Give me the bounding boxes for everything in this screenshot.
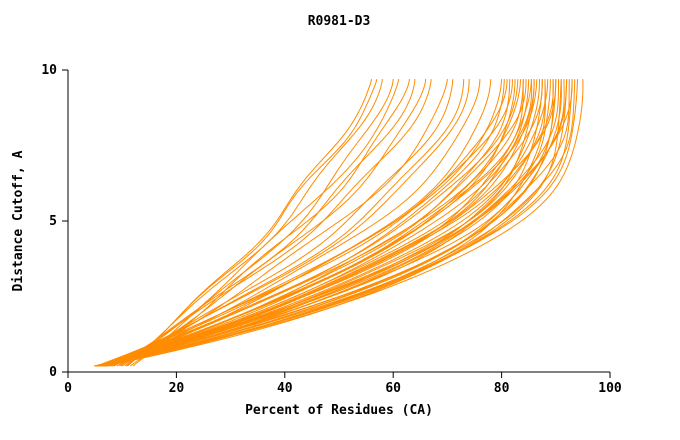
model-curve [96, 79, 570, 367]
model-curve [126, 78, 378, 367]
model-curve [101, 79, 516, 367]
model-curve [98, 79, 551, 367]
model-curve [100, 79, 505, 367]
model-curve [101, 79, 573, 367]
model-curve [124, 79, 383, 367]
model-curve [96, 79, 535, 367]
model-curve [98, 79, 540, 367]
x-tick-label: 80 [494, 381, 510, 396]
model-curve [104, 79, 511, 367]
model-curve [106, 79, 546, 367]
model-curve [100, 79, 524, 367]
model-curve [94, 79, 584, 367]
y-tick-label: 5 [49, 214, 57, 229]
y-axis-label: Distance Cutoff, A [11, 150, 26, 291]
model-curve [97, 79, 543, 367]
y-tick-label: 0 [49, 365, 57, 380]
model-curve [103, 79, 532, 367]
model-curve [101, 79, 527, 367]
model-curve [99, 79, 554, 367]
x-tick-label: 20 [169, 381, 185, 396]
x-tick-label: 40 [277, 381, 293, 396]
model-curve [121, 79, 400, 367]
model-curve [127, 79, 372, 367]
model-curve [105, 79, 522, 367]
model-curve [99, 79, 519, 367]
x-axis-label: Percent of Residues (CA) [245, 403, 433, 418]
chart-title: R0981-D3 [308, 14, 371, 29]
model-curve [108, 79, 481, 367]
x-tick-label: 60 [385, 381, 401, 396]
x-tick-label: 100 [598, 381, 622, 396]
model-curve [113, 79, 432, 367]
model-curve [119, 79, 416, 367]
model-curve [99, 79, 530, 367]
x-tick-label: 0 [64, 381, 72, 396]
model-curve [105, 79, 470, 367]
model-curve [110, 79, 492, 367]
model-curve [99, 79, 565, 367]
tick-group: 0 20 40 60 80 100 0 5 10 [41, 63, 622, 396]
model-curve [130, 79, 410, 367]
model-curve [112, 79, 454, 367]
model-curve [96, 79, 533, 367]
model-curve [103, 79, 568, 367]
model-curve [111, 79, 465, 367]
y-tick-label: 10 [41, 63, 57, 78]
model-curve [105, 79, 562, 367]
model-curve [132, 79, 394, 367]
model-curve [103, 79, 535, 367]
curve-group [93, 78, 584, 367]
model-curve [96, 79, 503, 367]
model-curve [100, 79, 549, 367]
